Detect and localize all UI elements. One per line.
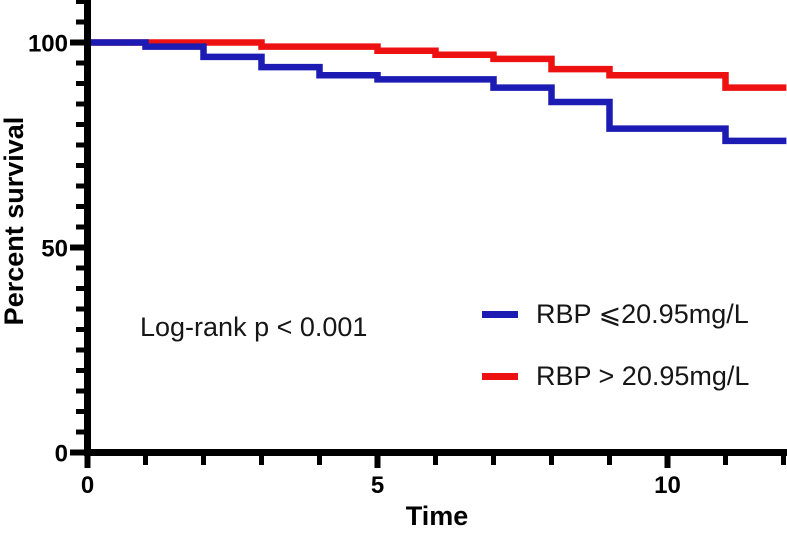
y-axis-title: Percent survival bbox=[0, 116, 29, 326]
y-major-tick bbox=[70, 39, 84, 46]
x-axis-line bbox=[84, 449, 787, 456]
y-minor-tick bbox=[76, 142, 84, 148]
y-minor-tick bbox=[76, 81, 84, 86]
y-tick-label: 50 bbox=[41, 236, 68, 263]
y-minor-tick bbox=[76, 19, 84, 25]
x-minor-tick bbox=[317, 456, 322, 465]
y-minor-tick bbox=[76, 327, 84, 332]
y-minor-tick bbox=[76, 388, 84, 394]
x-major-tick bbox=[664, 456, 671, 468]
legend-line-red bbox=[482, 373, 518, 380]
x-minor-tick bbox=[143, 456, 148, 465]
x-minor-tick bbox=[491, 456, 496, 465]
y-minor-tick bbox=[76, 183, 84, 189]
y-major-tick bbox=[70, 449, 84, 456]
x-tick-label: 0 bbox=[81, 472, 94, 499]
y-minor-tick bbox=[76, 204, 84, 209]
legend-label-rbp-low: RBP ⩽20.95mg/L bbox=[536, 299, 749, 329]
y-minor-tick bbox=[76, 224, 84, 230]
axis-tick-labels: 0 50 100 0 5 10 bbox=[28, 31, 681, 500]
survival-curve bbox=[87, 39, 787, 91]
x-minor-tick bbox=[259, 456, 264, 465]
survival-curve bbox=[87, 39, 787, 145]
y-minor-tick bbox=[76, 101, 84, 107]
log-rank-annotation: Log-rank p < 0.001 bbox=[140, 312, 368, 342]
legend-line-blue bbox=[482, 311, 518, 318]
x-minor-tick bbox=[549, 456, 554, 465]
y-minor-tick bbox=[76, 60, 84, 66]
y-major-tick bbox=[70, 244, 84, 251]
x-minor-tick bbox=[781, 456, 786, 465]
x-major-tick bbox=[84, 456, 91, 468]
x-axis-title: Time bbox=[405, 501, 469, 531]
y-tick-label: 100 bbox=[28, 31, 68, 58]
y-minor-tick bbox=[76, 306, 84, 312]
y-minor-tick bbox=[76, 409, 84, 414]
legend-label-rbp-high: RBP > 20.95mg/L bbox=[536, 361, 750, 391]
y-minor-tick bbox=[76, 163, 84, 168]
x-tick-label: 10 bbox=[654, 472, 681, 499]
plot-axes bbox=[70, 0, 787, 468]
x-minor-tick bbox=[201, 456, 206, 465]
y-minor-tick bbox=[76, 368, 84, 373]
x-major-tick bbox=[374, 456, 381, 468]
y-minor-tick bbox=[76, 286, 84, 291]
legend-item-rbp-high: RBP > 20.95mg/L bbox=[482, 361, 749, 392]
survival-curves bbox=[87, 39, 787, 145]
x-tick-label: 5 bbox=[371, 472, 384, 499]
y-minor-tick bbox=[76, 122, 84, 127]
y-minor-tick bbox=[76, 265, 84, 271]
y-minor-tick bbox=[76, 429, 84, 435]
y-minor-tick bbox=[76, 0, 84, 5]
y-minor-tick bbox=[76, 347, 84, 353]
y-tick-label: 0 bbox=[55, 441, 68, 468]
x-minor-tick bbox=[433, 456, 438, 465]
x-minor-tick bbox=[607, 456, 612, 465]
legend-item-rbp-low: RBP ⩽20.95mg/L bbox=[482, 299, 749, 330]
x-minor-tick bbox=[723, 456, 728, 465]
y-axis-line bbox=[84, 0, 91, 456]
